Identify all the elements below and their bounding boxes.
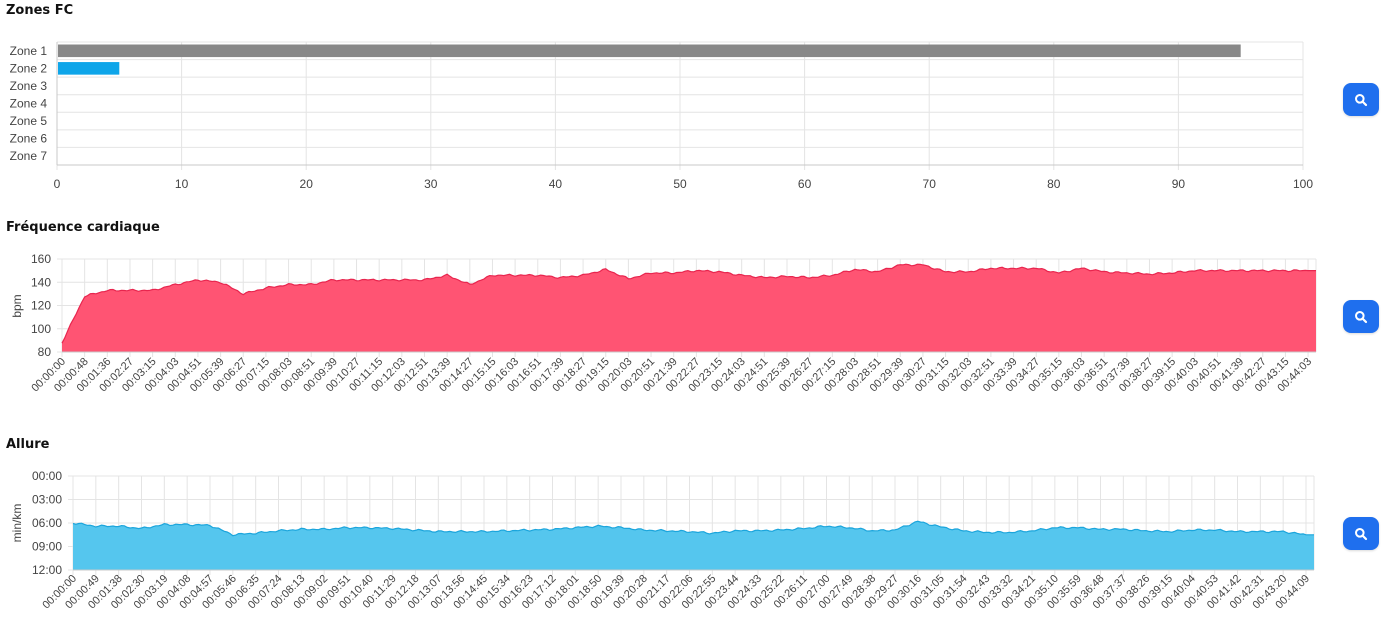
- y-tick-label: 03:00: [32, 493, 62, 507]
- x-tick-label: 0: [54, 177, 61, 191]
- series-line: [61, 263, 1316, 344]
- search-icon: [1355, 93, 1368, 106]
- y-tick-label: Zone 1: [10, 44, 48, 58]
- y-axis-title: min/km: [10, 504, 24, 543]
- pace-zoom-button[interactable]: [1343, 517, 1379, 550]
- y-tick-label: Zone 3: [10, 79, 48, 93]
- x-tick-label: 70: [923, 177, 937, 191]
- y-tick-label: 09:00: [32, 540, 62, 554]
- x-tick-label: 100: [1293, 177, 1313, 191]
- heart-rate-title: Fréquence cardiaque: [6, 220, 160, 235]
- x-tick-label: 90: [1172, 177, 1186, 191]
- x-tick-label: 50: [673, 177, 687, 191]
- y-tick-label: 80: [38, 345, 52, 359]
- y-axis-title: bpm: [10, 294, 24, 317]
- series-area: [73, 521, 1314, 570]
- series-line: [72, 520, 1314, 537]
- y-tick-label: Zone 7: [10, 149, 48, 163]
- y-tick-label: Zone 4: [10, 97, 48, 111]
- bar: [58, 62, 120, 75]
- x-tick-label: 40: [549, 177, 563, 191]
- zones-fc-title: Zones FC: [6, 3, 74, 18]
- y-tick-label: 06:00: [32, 516, 62, 530]
- y-tick-label: 160: [31, 252, 51, 266]
- zones-fc-zoom-button[interactable]: [1343, 83, 1379, 116]
- pace-chart: 00:0003:0006:0009:0012:00min/km00:00:000…: [10, 469, 1315, 611]
- bar: [58, 44, 1241, 58]
- y-tick-label: Zone 5: [10, 114, 48, 128]
- x-tick-label: 30: [424, 177, 438, 191]
- x-tick-label: 10: [175, 177, 189, 191]
- heart-rate-zoom-button[interactable]: [1343, 300, 1379, 333]
- x-tick-label: 80: [1047, 177, 1061, 191]
- series-area: [62, 264, 1316, 352]
- x-tick-label: 60: [798, 177, 812, 191]
- pace-title: Allure: [6, 437, 50, 452]
- search-icon: [1355, 527, 1368, 540]
- y-tick-label: 100: [31, 322, 51, 336]
- y-tick-label: 140: [31, 275, 51, 289]
- x-tick-label: 20: [300, 177, 314, 191]
- y-tick-label: 120: [31, 299, 51, 313]
- y-tick-label: Zone 2: [10, 61, 48, 75]
- search-icon: [1355, 310, 1368, 323]
- heart-rate-chart: 80100120140160bpm00:00:0000:00:4800:01:3…: [10, 252, 1317, 394]
- zones-fc-chart: 0 10 20 30 40 50 60 70 80 90 100 Zone 1 Zone 2 Zone 3…: [10, 41, 1313, 191]
- y-tick-label: Zone 6: [10, 132, 48, 146]
- y-tick-label: 00:00: [32, 469, 62, 483]
- y-tick-label: 12:00: [32, 563, 62, 577]
